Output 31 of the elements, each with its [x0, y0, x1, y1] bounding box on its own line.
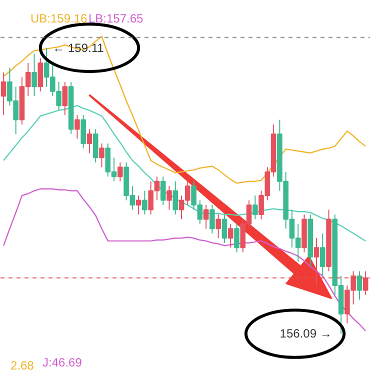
candlestick — [234, 223, 240, 253]
annotation: 2.68 — [10, 358, 34, 372]
annotation: UB:159.16 — [30, 12, 88, 26]
candlestick — [142, 190, 148, 215]
candlestick — [172, 180, 178, 215]
candlestick — [118, 162, 123, 182]
candlestick — [0, 72, 6, 116]
candlestick — [92, 128, 98, 163]
candlestick — [62, 81, 68, 116]
candlestick — [166, 186, 172, 210]
candlestick — [252, 195, 258, 220]
candlestick — [80, 114, 86, 149]
candlestick — [74, 114, 80, 140]
candlestick — [314, 238, 320, 286]
candlestick — [160, 176, 166, 206]
candlestick — [38, 58, 44, 92]
candlestick — [210, 204, 215, 234]
candlestick — [32, 53, 37, 97]
candlestick — [99, 142, 104, 168]
candlestick — [86, 128, 92, 154]
candlestick — [362, 270, 368, 296]
candlestick — [203, 204, 209, 230]
annotation: J:46.69 — [42, 356, 82, 370]
annotation: LB:157.65 — [88, 12, 144, 26]
candlestick — [356, 270, 362, 300]
annotation: 156.09 → — [280, 326, 332, 341]
candlestick — [320, 232, 326, 276]
candlestick — [216, 214, 221, 239]
candlestick — [222, 214, 228, 244]
candlestick — [136, 195, 142, 215]
candlestick — [228, 223, 234, 248]
